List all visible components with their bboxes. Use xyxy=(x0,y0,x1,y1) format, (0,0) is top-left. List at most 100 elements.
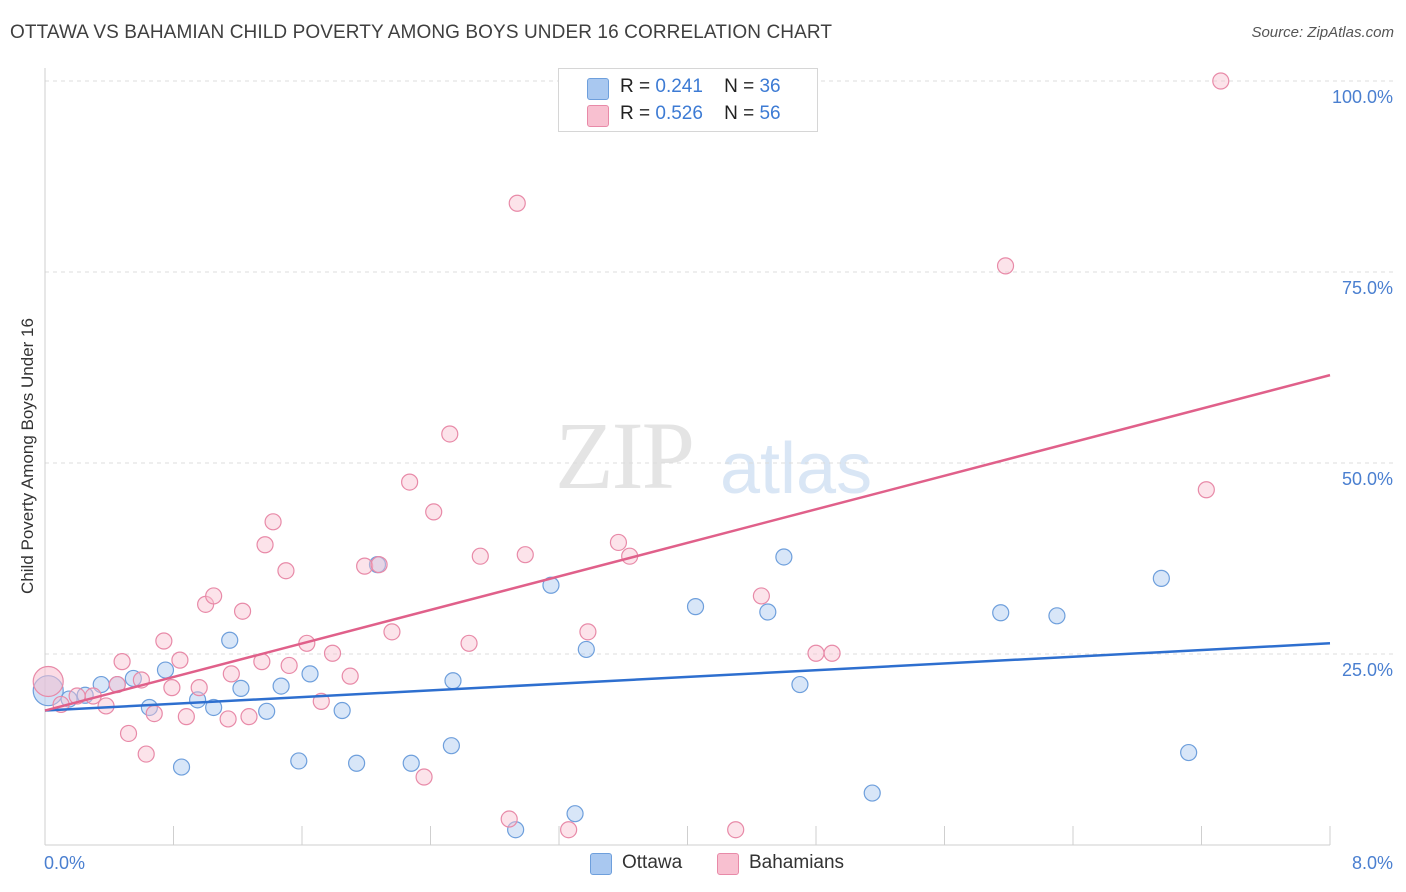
y-tick-label: 100.0% xyxy=(1332,87,1393,107)
n-label: N = xyxy=(724,103,755,124)
legend-label-ottawa: Ottawa xyxy=(622,852,683,873)
point-bahamians xyxy=(163,679,181,697)
point-bahamians xyxy=(171,651,189,669)
point-bahamians xyxy=(205,587,223,605)
point-ottawa xyxy=(1048,607,1066,625)
point-bahamians xyxy=(471,547,489,565)
point-bahamians xyxy=(280,656,298,675)
point-bahamians xyxy=(1197,481,1215,499)
legend-swatch-bahamians xyxy=(717,853,739,875)
point-bahamians xyxy=(219,710,237,728)
point-ottawa xyxy=(566,805,584,823)
trend-line-bahamians xyxy=(44,373,1331,712)
point-ottawa xyxy=(205,698,223,717)
point-bahamians xyxy=(323,644,342,662)
y-tick-label: 50.0% xyxy=(1342,469,1393,489)
r-label: R = xyxy=(620,103,651,124)
point-ottawa xyxy=(333,701,351,720)
point-bahamians xyxy=(119,724,138,743)
point-bahamians xyxy=(145,704,163,723)
point-bahamians xyxy=(500,810,518,828)
trend-line-ottawa xyxy=(44,642,1331,712)
point-bahamians xyxy=(277,562,295,580)
point-ottawa xyxy=(258,702,276,720)
legend-text-bahamians: R = 0.526 N = 56 xyxy=(620,103,781,125)
watermark-zip: ZIP xyxy=(555,402,695,509)
n-label: N = xyxy=(724,76,755,97)
point-bahamians xyxy=(441,425,459,443)
legend-swatch-ottawa xyxy=(590,853,612,875)
point-bahamians xyxy=(383,623,401,641)
point-bahamians xyxy=(240,708,258,726)
tick-labels: 25.0% 50.0% 75.0% 100.0% 0.0% 8.0% xyxy=(44,87,1393,873)
point-bahamians xyxy=(177,708,195,726)
point-bahamians xyxy=(996,257,1015,275)
trend-lines xyxy=(44,373,1331,712)
x-tick-label: 8.0% xyxy=(1352,853,1393,873)
point-bahamians xyxy=(609,533,628,552)
data-points xyxy=(32,72,1230,839)
point-bahamians xyxy=(516,546,534,564)
point-ottawa xyxy=(272,677,290,695)
point-bahamians xyxy=(32,665,64,698)
legend-swatch-bahamians xyxy=(587,105,609,127)
point-ottawa xyxy=(863,784,881,802)
point-bahamians xyxy=(222,665,240,683)
point-bahamians xyxy=(113,653,131,671)
point-bahamians xyxy=(823,644,841,662)
legend-label-bahamians: Bahamians xyxy=(749,852,845,873)
point-bahamians xyxy=(264,513,282,531)
point-ottawa xyxy=(686,598,705,616)
point-ottawa xyxy=(172,758,191,776)
point-bahamians xyxy=(579,623,597,641)
point-ottawa xyxy=(1180,743,1198,762)
point-ottawa xyxy=(444,672,462,690)
point-bahamians xyxy=(460,634,478,652)
point-bahamians xyxy=(137,745,155,763)
point-ottawa xyxy=(348,754,366,772)
watermark-atlas: atlas xyxy=(720,429,873,509)
point-bahamians xyxy=(807,644,825,662)
point-ottawa xyxy=(992,604,1010,622)
chart-title: OTTAWA VS BAHAMIAN CHILD POVERTY AMONG B… xyxy=(10,22,833,43)
point-ottawa xyxy=(402,754,420,772)
point-ottawa xyxy=(221,631,239,649)
point-ottawa xyxy=(577,640,595,659)
stats-legend: R = 0.241 N = 36 R = 0.526 N = 56 xyxy=(558,68,818,132)
y-tick-label: 25.0% xyxy=(1342,660,1393,680)
grid-lines xyxy=(45,80,1395,655)
point-bahamians xyxy=(155,632,173,650)
point-ottawa xyxy=(759,603,777,621)
n-value-bahamians: 56 xyxy=(759,103,781,124)
point-bahamians xyxy=(1212,72,1230,90)
x-tick-label: 0.0% xyxy=(44,853,85,873)
point-ottawa xyxy=(1152,569,1170,587)
point-bahamians xyxy=(401,473,419,491)
point-ottawa xyxy=(791,675,809,694)
point-bahamians xyxy=(370,556,388,574)
point-ottawa xyxy=(442,737,460,755)
r-value-bahamians: 0.526 xyxy=(655,103,703,124)
point-bahamians xyxy=(415,768,433,786)
point-bahamians xyxy=(190,679,208,697)
r-label: R = xyxy=(620,76,651,97)
legend-swatch-ottawa xyxy=(587,78,609,100)
point-ottawa xyxy=(232,679,250,697)
point-bahamians xyxy=(727,821,745,839)
point-ottawa xyxy=(775,548,793,566)
point-bahamians xyxy=(256,536,274,554)
point-bahamians xyxy=(356,557,374,575)
axes xyxy=(44,68,1331,846)
source-label: Source: ZipAtlas.com xyxy=(1251,24,1394,41)
point-bahamians xyxy=(425,503,443,521)
point-ottawa xyxy=(156,661,175,679)
point-bahamians xyxy=(752,587,770,605)
point-bahamians xyxy=(560,821,578,839)
point-bahamians xyxy=(233,602,252,620)
legend-text-ottawa: R = 0.241 N = 36 xyxy=(620,76,781,98)
point-ottawa xyxy=(301,665,319,683)
point-ottawa xyxy=(290,752,308,770)
y-tick-label: 75.0% xyxy=(1342,278,1393,298)
point-bahamians xyxy=(508,194,526,212)
